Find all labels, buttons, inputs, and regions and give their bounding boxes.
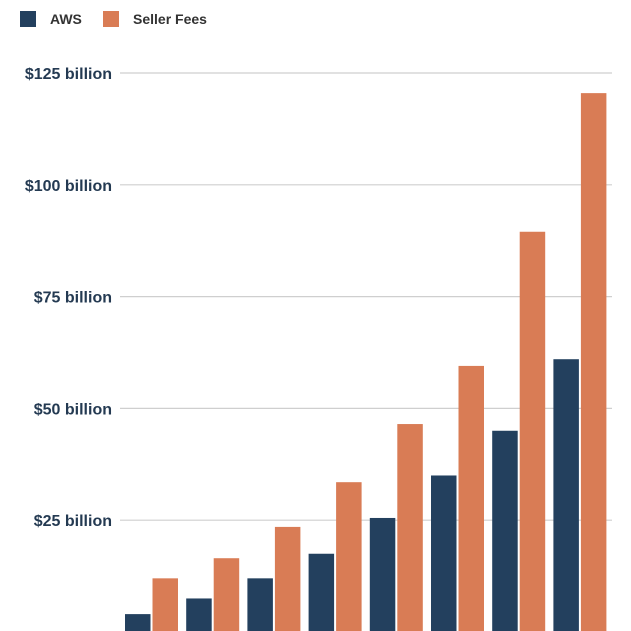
y-tick-label-2: $75 billion [34, 290, 112, 307]
bar-seller-fees-1 [152, 578, 178, 631]
bar-aws-6 [431, 475, 457, 631]
bar-aws-3 [247, 578, 273, 631]
legend-swatch-seller-fees [103, 11, 119, 27]
bar-seller-fees-4 [336, 482, 362, 631]
bar-seller-fees-7 [519, 231, 546, 631]
bar-seller-fees-6 [458, 365, 484, 631]
bar-aws-1 [125, 614, 151, 631]
bar-aws-4 [308, 553, 335, 631]
y-axis-tick-labels: $25 billion $50 billion $75 billion $100 bi… [25, 66, 112, 530]
legend-label-seller-fees: Seller Fees [133, 11, 207, 27]
legend-label-aws: AWS [50, 11, 82, 27]
bar-aws-7 [492, 430, 518, 631]
bars [125, 93, 607, 631]
bar-seller-fees-3 [274, 526, 301, 631]
bar-seller-fees-8 [580, 93, 607, 631]
bar-aws-8 [553, 359, 579, 631]
bar-seller-fees-5 [397, 424, 423, 631]
y-tick-label-3: $100 billion [25, 178, 112, 195]
y-tick-label-4: $125 billion [25, 66, 112, 83]
y-tick-label-1: $50 billion [34, 401, 112, 418]
legend: AWS Seller Fees [20, 11, 207, 27]
bar-seller-fees-2 [213, 558, 240, 631]
bar-aws-2 [186, 598, 212, 631]
bar-aws-5 [369, 517, 396, 631]
y-tick-label-0: $25 billion [34, 513, 112, 530]
legend-swatch-aws [20, 11, 36, 27]
